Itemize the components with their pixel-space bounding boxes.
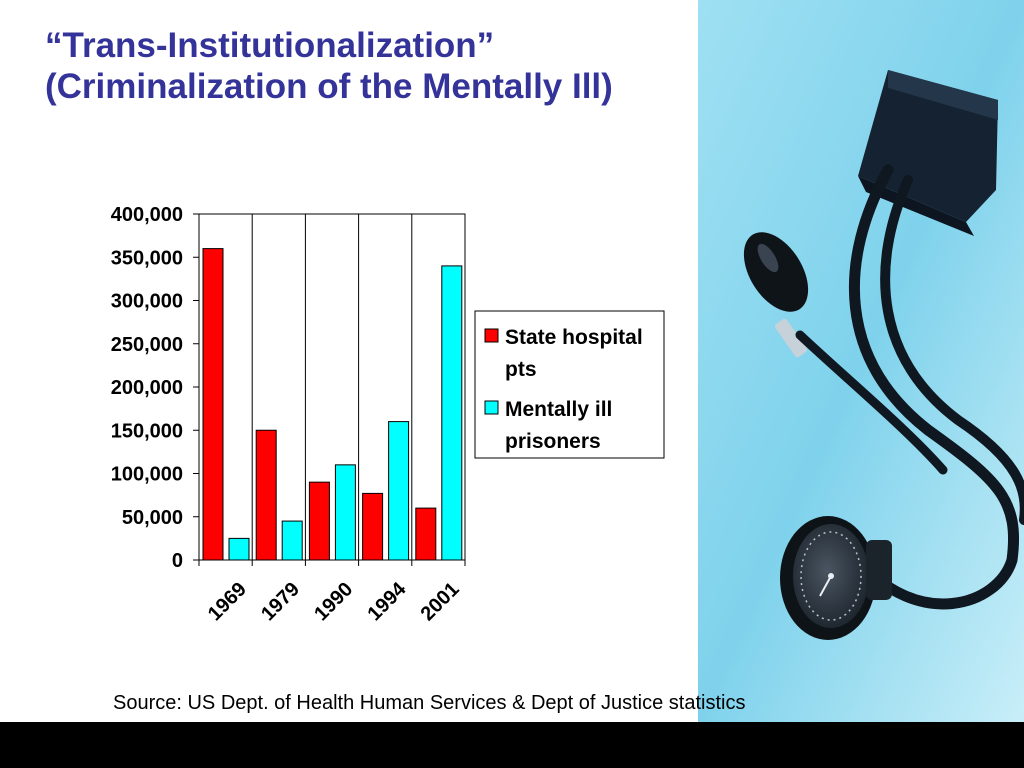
bar bbox=[228, 537, 250, 561]
y-tick-label: 200,000 bbox=[111, 377, 183, 399]
y-tick-label: 350,000 bbox=[111, 247, 183, 269]
x-tick-label: 1990 bbox=[310, 578, 357, 625]
legend bbox=[474, 310, 665, 459]
legend-swatch bbox=[484, 328, 499, 343]
bar bbox=[415, 507, 437, 561]
y-tick-label: 300,000 bbox=[111, 291, 183, 313]
bar bbox=[255, 429, 277, 561]
bar bbox=[441, 265, 463, 561]
plot-area bbox=[198, 213, 466, 561]
y-tick-label: 50,000 bbox=[122, 507, 183, 529]
bar bbox=[281, 520, 303, 561]
bar bbox=[202, 248, 224, 561]
y-tick-label: 250,000 bbox=[111, 334, 183, 356]
bar bbox=[362, 492, 384, 561]
bar bbox=[308, 481, 330, 561]
legend-label: State hospital pts bbox=[505, 326, 643, 381]
x-tick-label: 2001 bbox=[417, 578, 464, 625]
bar bbox=[388, 421, 410, 561]
bar bbox=[334, 464, 356, 561]
y-tick-label: 150,000 bbox=[111, 420, 183, 442]
y-tick-label: 100,000 bbox=[111, 464, 183, 486]
legend-swatch bbox=[484, 400, 499, 415]
blood-pressure-cuff-icon bbox=[698, 0, 1024, 722]
source-note: Source: US Dept. of Health Human Service… bbox=[113, 692, 746, 714]
slide-title: “Trans-Institutionalization” (Criminaliz… bbox=[45, 26, 613, 106]
y-tick-label: 400,000 bbox=[111, 204, 183, 226]
legend-label: Mentally ill prisoners bbox=[505, 398, 612, 453]
x-tick-label: 1969 bbox=[204, 578, 251, 625]
bar-chart: 0 50,000 100,000 150,000 200,000 250,000 300,0… bbox=[111, 204, 665, 626]
x-tick-label: 1979 bbox=[257, 578, 304, 625]
y-tick-label: 0 bbox=[172, 550, 183, 572]
footer-bar bbox=[0, 722, 1024, 768]
x-tick-label: 1994 bbox=[363, 578, 411, 626]
